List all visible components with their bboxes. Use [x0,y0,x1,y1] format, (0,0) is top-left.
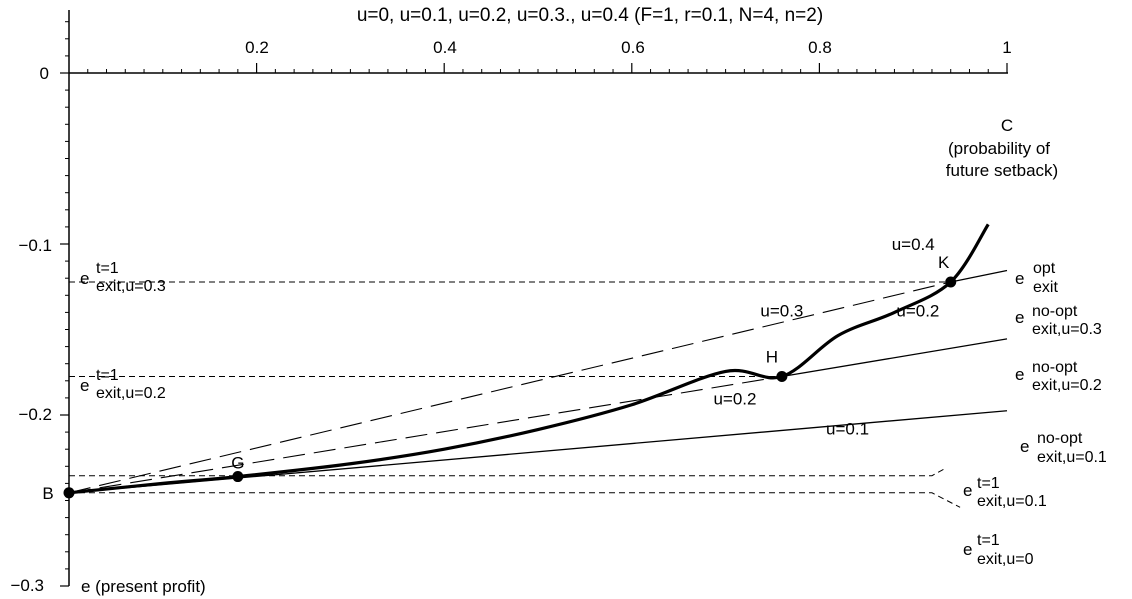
series-label-sub: exit,u=0.2 [1032,377,1102,394]
x-tick-label: 0.4 [433,38,457,57]
series-label: e no-opt exit,u=0.1 [1020,430,1107,466]
axes [60,10,1008,587]
series-label-sup: t=1 [977,475,1000,492]
series-label-sub: exit,u=0.3 [1032,321,1102,338]
series-label-main: e [1020,437,1029,456]
series-label-main: e [1015,308,1024,327]
annotations: u=0.4 u=0.3 u=0.2 u=0.2 u=0.1 [713,235,939,439]
y-tick-label: 0 [40,64,49,83]
series-label: e t=1 exit,u=0.1 [963,475,1047,510]
point-marker [63,487,75,499]
series-label-sup: t=1 [977,532,1000,549]
point-marker [945,276,957,288]
series-label-sup: opt [1033,260,1056,277]
series-label-sup: no-opt [1032,359,1078,376]
series-label-sub: exit,u=0 [977,551,1034,568]
y-tick-label: −0.1 [18,236,52,255]
curve-labels: eopt exit e no-opt exit,u=0.3 e no-opt exit,u… [80,260,1107,568]
series-label-main: e [80,376,89,395]
series-label-sup: no-opt [1037,430,1083,447]
series-label: e no-opt exit,u=0.2 [1015,359,1102,394]
series-label-sup: t=1 [96,260,119,277]
major-ticks [60,63,1008,587]
minor-ticks [65,21,989,570]
series-label-main: e [963,540,972,559]
series-label: eopt exit [1015,260,1058,296]
tick-labels: 0.2 0.4 0.6 0.8 1 0 −0.1 −0.2 −0.3 [10,38,1011,595]
series-lines [68,223,1008,508]
x-axis-label: future setback) [946,161,1058,180]
point-label: H [766,348,778,367]
chart-title: u=0, u=0.1, u=0.2, u=0.3., u=0.4 (F=1, r… [357,5,823,26]
series-label: e t=1 exit,u=0.3 [80,260,166,295]
series-label: e no-opt exit,u=0.3 [1015,303,1102,338]
curve-annotation: u=0.1 [826,420,869,439]
series-label-sup: t=1 [96,367,119,384]
series-label-sub: exit,u=0.1 [1037,449,1107,466]
series-line [68,281,951,494]
axis-labels: C (probability of future setback) e (pre… [81,116,1058,596]
point-marker [232,471,244,483]
series-line [950,269,1008,283]
point-marker [776,371,788,383]
point-label: B [42,484,53,503]
series-label-sup: no-opt [1032,303,1078,320]
curve-annotation: u=0.3 [760,302,803,321]
point-label: K [938,253,950,272]
curve-annotation: u=0.2 [713,390,756,409]
series-label-main: e [963,481,972,500]
series-line [781,338,1008,378]
series-label-sub: exit,u=0.3 [96,278,166,295]
x-axis-label: (probability of [948,139,1050,158]
points: B G H K [42,253,957,503]
point-label: G [231,454,244,473]
x-tick-label: 1 [1002,38,1011,57]
y-tick-label: −0.3 [10,576,44,595]
series-line [69,492,961,508]
y-tick-label: −0.2 [18,405,52,424]
series-label-sub: exit [1033,279,1058,296]
series-label-sub: exit,u=0.2 [96,385,166,402]
series-label-main: e [80,269,89,288]
curve-annotation: u=0.4 [892,235,935,254]
y-axis-label: e (present profit) [81,577,206,596]
series-label-main: e [1015,269,1024,288]
x-tick-label: 0.8 [808,38,832,57]
series-line [69,467,947,477]
series-label: e t=1 exit,u=0.2 [80,367,166,402]
series-label-sub: exit,u=0.1 [977,493,1047,510]
curve-annotation: u=0.2 [896,302,939,321]
series-label-main: e [1015,365,1024,384]
x-tick-label: 0.6 [621,38,645,57]
series-line [68,375,782,494]
series-label: e t=1 exit,u=0 [963,532,1034,568]
x-axis-label: C [1001,116,1013,135]
x-tick-label: 0.2 [245,38,269,57]
